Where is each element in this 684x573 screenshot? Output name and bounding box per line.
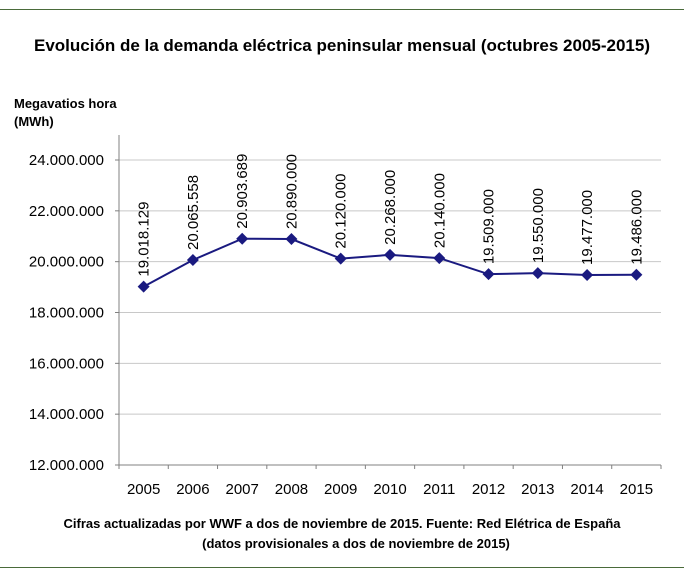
chart-footer: Cifras actualizadas por WWF a dos de nov… (0, 514, 684, 554)
data-point-marker (482, 268, 495, 281)
x-tick-label: 2013 (521, 481, 554, 498)
x-tick-label: 2011 (423, 481, 455, 498)
data-point-marker (137, 280, 150, 293)
y-axis-label-line-2: (MWh) (14, 114, 54, 129)
data-point-marker (285, 233, 298, 246)
footer-source-note: Cifras actualizadas por WWF a dos de nov… (63, 516, 621, 531)
data-point-marker (334, 252, 347, 265)
top-rule (0, 9, 684, 10)
data-value-label: 19.477.000 (579, 190, 596, 265)
data-value-label: 19.018.129 (136, 202, 153, 277)
x-tick-label: 2006 (176, 481, 209, 498)
y-tick-label: 20.000.000 (29, 254, 104, 271)
bottom-rule (0, 567, 684, 568)
data-value-label: 19.486.000 (628, 190, 645, 265)
data-value-label: 20.268.000 (382, 170, 399, 245)
y-tick-label: 24.000.000 (29, 152, 104, 169)
y-tick-label: 14.000.000 (29, 406, 104, 423)
data-point-marker (236, 232, 249, 245)
data-point-marker (630, 268, 643, 281)
data-value-label: 19.550.000 (530, 188, 547, 263)
data-point-marker (384, 248, 396, 261)
data-point-marker (186, 254, 199, 267)
data-value-label: 20.903.689 (234, 154, 251, 229)
data-value-label: 20.140.000 (431, 173, 448, 248)
data-value-label: 20.890.000 (283, 154, 300, 229)
y-tick-label: 22.000.000 (29, 203, 104, 220)
x-tick-label: 2007 (225, 481, 258, 498)
x-tick-label: 2008 (275, 481, 308, 498)
y-tick-label: 18.000.000 (29, 305, 104, 322)
x-tick-label: 2014 (570, 481, 603, 498)
x-tick-label: 2010 (373, 481, 406, 498)
data-point-marker (581, 268, 594, 281)
x-tick-label: 2005 (127, 481, 160, 498)
y-tick-label: 16.000.000 (29, 355, 104, 372)
chart-title: Evolución de la demanda eléctrica penins… (33, 36, 650, 55)
x-tick-label: 2009 (324, 481, 357, 498)
data-value-label: 20.065.558 (185, 175, 202, 250)
data-point-marker (433, 252, 446, 265)
footer-provisional-note: (datos provisionales a dos de noviembre … (202, 536, 510, 551)
x-tick-label: 2012 (472, 481, 505, 498)
y-axis-label-line-1: Megavatios hora (14, 96, 117, 111)
y-tick-label: 12.000.000 (29, 457, 104, 474)
x-tick-label: 2015 (620, 481, 653, 498)
data-value-label: 19.509.000 (481, 189, 498, 264)
y-axis-label: Megavatios hora (MWh) (14, 95, 117, 131)
data-point-marker (531, 267, 544, 280)
data-value-label: 20.120.000 (333, 174, 350, 249)
series-line (143, 237, 637, 288)
